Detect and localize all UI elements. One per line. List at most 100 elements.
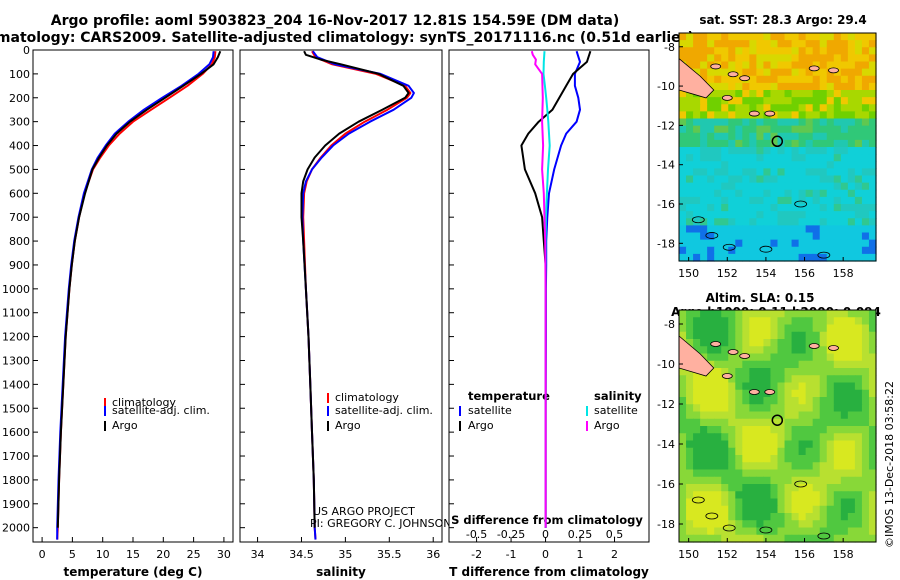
map-cell xyxy=(777,469,786,478)
map-cell xyxy=(784,331,793,340)
map-cell xyxy=(770,211,779,219)
map-cell xyxy=(707,469,715,478)
map-cell xyxy=(700,118,708,127)
map-cell xyxy=(847,433,856,442)
map-cell xyxy=(728,253,736,262)
map-cell xyxy=(707,433,715,442)
map-cell xyxy=(833,505,842,514)
map-cell xyxy=(861,47,870,55)
map-cell xyxy=(749,331,757,340)
map-cell xyxy=(728,168,736,177)
map-cell xyxy=(735,168,743,177)
map-cell xyxy=(805,426,814,434)
map-cell xyxy=(686,339,694,347)
map-cell xyxy=(777,246,786,255)
map-cell xyxy=(868,68,877,77)
map-cell xyxy=(847,368,856,376)
map-cell xyxy=(728,246,736,255)
map-cell xyxy=(721,253,729,262)
map-cell xyxy=(791,339,800,347)
map-cell xyxy=(770,196,779,205)
map-cell xyxy=(770,168,779,177)
map-cell xyxy=(854,211,863,219)
map-cell xyxy=(686,61,694,70)
map-cell xyxy=(777,310,786,318)
map-cell xyxy=(826,426,835,434)
map-cell xyxy=(756,61,765,70)
map-cell xyxy=(784,139,793,148)
map-cell xyxy=(735,411,743,420)
map-cell xyxy=(721,440,729,449)
map-cell xyxy=(777,534,786,543)
map-cell xyxy=(861,324,870,333)
map-cell xyxy=(728,218,736,226)
map-cell xyxy=(735,118,743,127)
map-cell xyxy=(868,147,877,155)
map-cell xyxy=(714,97,722,105)
map-cell xyxy=(763,527,772,536)
map-cell xyxy=(763,246,772,255)
map-cell xyxy=(840,82,849,91)
map-cell xyxy=(777,339,786,347)
map-cell xyxy=(798,104,807,112)
map-cell xyxy=(847,331,856,340)
map-cell xyxy=(812,534,821,543)
map-cell xyxy=(714,433,722,442)
map-cell xyxy=(784,33,793,41)
map-cell xyxy=(686,125,694,134)
map-cell xyxy=(798,147,807,155)
map-cell xyxy=(826,462,835,471)
map-cell xyxy=(679,426,687,434)
map-cell xyxy=(861,40,870,48)
map-cell xyxy=(693,47,701,55)
map-cell xyxy=(868,125,877,134)
map-cell xyxy=(798,505,807,514)
map-cell xyxy=(812,118,821,127)
map-cell xyxy=(700,426,708,434)
map-cell xyxy=(777,204,786,212)
map-cell xyxy=(868,360,877,369)
map-cell xyxy=(868,61,877,70)
map-cell xyxy=(693,476,701,485)
map-cell xyxy=(840,189,849,198)
map-cell xyxy=(868,111,877,120)
map-cell xyxy=(791,104,800,112)
map-cell xyxy=(728,225,736,234)
map-cell xyxy=(714,253,722,262)
map-cell xyxy=(854,433,863,442)
map-cell xyxy=(819,161,828,169)
map-cell xyxy=(805,317,814,326)
map-cell xyxy=(763,375,772,384)
map-cell xyxy=(819,40,828,48)
map-cell xyxy=(826,97,835,105)
map-cell xyxy=(693,462,701,471)
map-cell xyxy=(791,346,800,355)
map-cell xyxy=(833,40,842,48)
map-cell xyxy=(798,310,807,318)
map-cell xyxy=(735,33,743,41)
map-cell xyxy=(868,324,877,333)
map-cell xyxy=(686,513,694,521)
map-cell xyxy=(826,82,835,91)
map-cell xyxy=(854,418,863,427)
map-cell xyxy=(861,346,870,355)
map-cell xyxy=(791,154,800,162)
map-cell xyxy=(784,82,793,91)
map-cell xyxy=(854,189,863,198)
x-top-tick-label: 0 xyxy=(542,528,549,541)
map-cell xyxy=(735,232,743,241)
map-cell xyxy=(833,175,842,184)
map-cell xyxy=(840,397,849,405)
map-cell xyxy=(700,491,708,500)
map-cell xyxy=(798,418,807,427)
x-top-tick-label: 0.25 xyxy=(568,528,593,541)
map-cell xyxy=(861,175,870,184)
map-cell xyxy=(833,246,842,255)
map-cell xyxy=(833,324,842,333)
map-cell xyxy=(686,397,694,405)
map-cell xyxy=(770,498,779,507)
map-cell xyxy=(742,455,750,463)
map-cell xyxy=(770,527,779,536)
map-cell xyxy=(721,360,729,369)
map-cell xyxy=(770,253,779,262)
